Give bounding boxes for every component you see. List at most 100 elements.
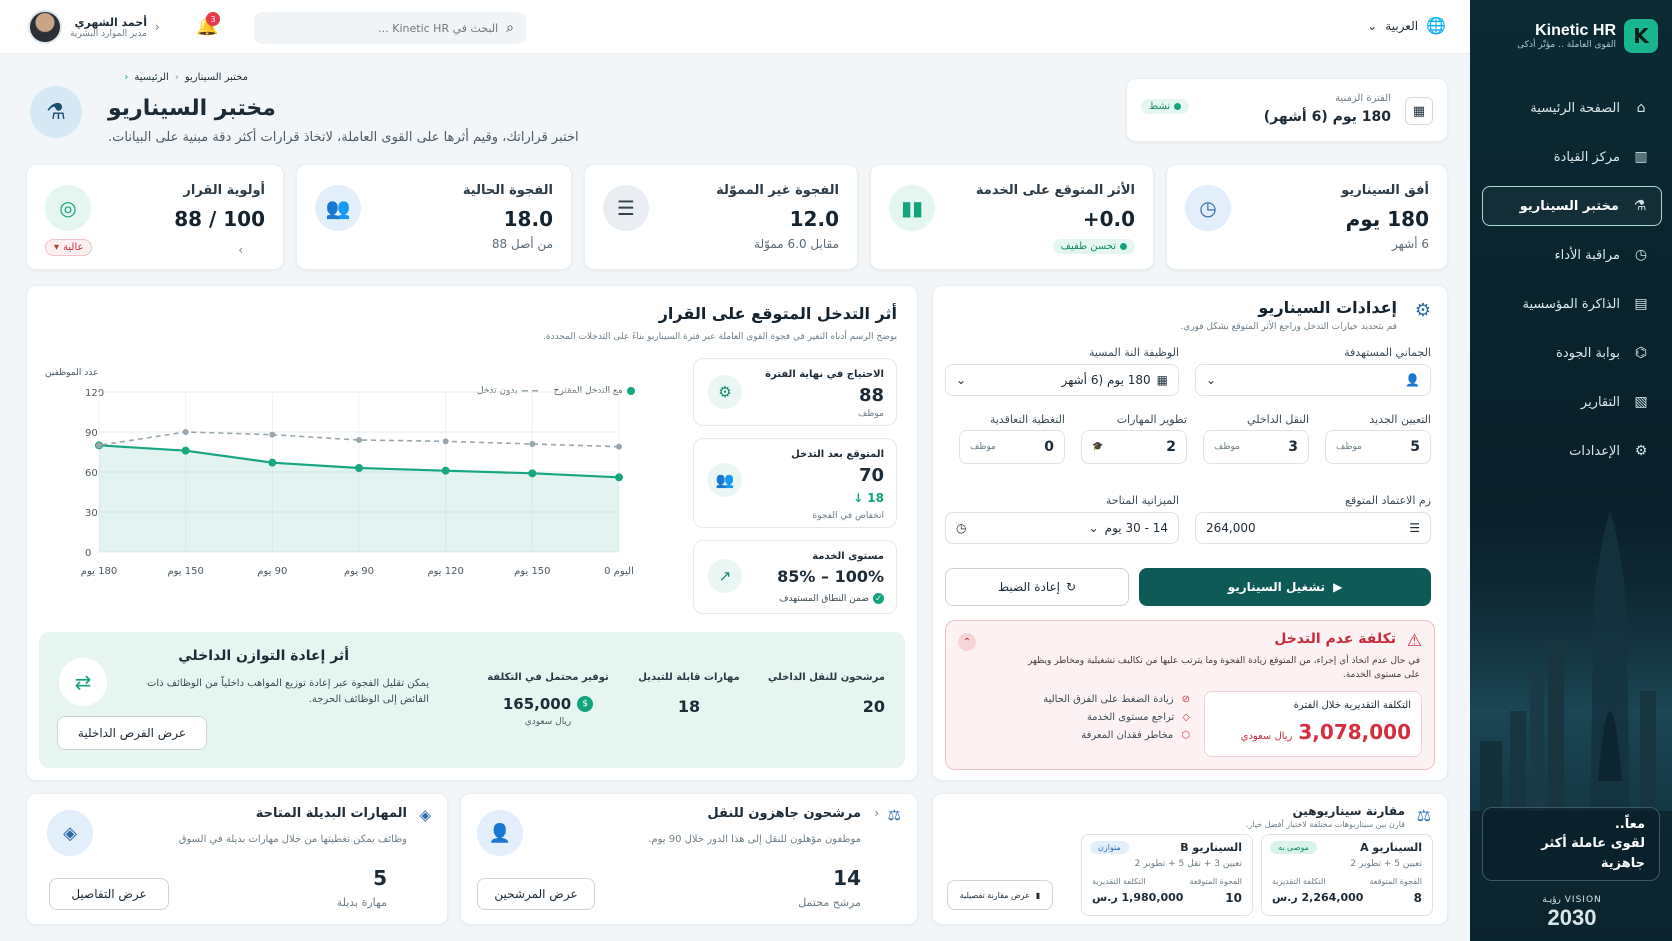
kpi-title: الأثر المتوقع على الخدمة (975, 183, 1135, 198)
flask-icon: ⚗ (1633, 198, 1647, 214)
scenario-a-card[interactable]: السيناريو A موصى به تعيين 5 + تطوير 2 ال… (1261, 834, 1433, 916)
risk-item: ⬡ مخاطر فقدان المعرفة (958, 731, 1190, 741)
bars-icon: ▥ (1634, 149, 1648, 165)
sidebar-item-label: مراقبة الأداء (1554, 247, 1620, 263)
sidebar-item-command[interactable]: ▥ مركز القيادة (1482, 137, 1662, 177)
sidebar-item-label: بوابة الجودة (1556, 345, 1620, 361)
stat-sub: انخفاض في الفجوة (812, 511, 885, 521)
sidebar-item-performance[interactable]: ◷ مراقبة الأداء (1482, 235, 1662, 275)
stat-label: الاحتياج في نهاية الفترة (765, 369, 884, 380)
run-label: تشغيل السيناريو (1227, 580, 1326, 594)
search-input[interactable] (266, 21, 499, 35)
globe-icon: 🌐 (1426, 16, 1446, 35)
metric-label: مهارات قابلة للتبديل (638, 672, 740, 683)
x-tick-label: 90 يوم (257, 566, 287, 577)
chart-legend: مع التدخل المقترح بدون تدخل (477, 386, 635, 396)
status-dot (1120, 243, 1127, 250)
compare-desc: قارن بين سيناريوهات مختلفة لاختيار أفضل … (1245, 820, 1405, 829)
detailed-compare-button[interactable]: ▮ عرض مقارنة تفصيلية (947, 880, 1053, 910)
gap-value: 10 (1225, 891, 1242, 905)
sidebar-item-quality[interactable]: ⌬ بوابة الجودة (1482, 333, 1662, 373)
risk-label: زيادة الضغط على الفرق الحالية (1043, 694, 1174, 705)
clock-icon: ◷ (956, 521, 967, 535)
scenario-b-card[interactable]: السيناريو B متوازن تعيين 3 + نقل 5 + تطو… (1081, 834, 1253, 916)
chevron-right-icon[interactable]: › (238, 243, 243, 257)
stat-delta: 18 ↓ (853, 491, 884, 505)
lever-unit: موظف (1214, 442, 1240, 452)
search-icon: ⌕ (506, 20, 514, 36)
report-icon: ▧ (1634, 394, 1648, 410)
priority-badge: عالية ▾ (45, 239, 93, 256)
users-icon: 👥 (315, 185, 361, 231)
estimate-value-row: 3,078,000 ريال سعودي (1241, 720, 1411, 744)
settings-title: إعدادات السيناريو (1258, 298, 1397, 317)
sidebar-item-scenario-lab[interactable]: ⚗ مختبر السيناريو (1482, 186, 1662, 226)
period-value: 180 يوم (6 أشهر) (1263, 109, 1391, 125)
gap-label: الفجوة المتوقعة (1189, 877, 1242, 886)
point-with-intervention (528, 469, 537, 478)
trend-up-icon: ↗ (708, 559, 742, 593)
point-with-intervention (268, 458, 277, 467)
cap-icon: ⌬ (1634, 345, 1648, 361)
sidebar-item-settings[interactable]: ⚙ الإعدادات (1482, 431, 1662, 471)
sidebar-item-label: التقارير (1580, 394, 1620, 410)
estimate-currency: ريال سعودي (1240, 731, 1293, 742)
reset-button[interactable]: ↻ إعادة الضبط (945, 568, 1129, 606)
contract-stepper[interactable]: 0 موظف (959, 430, 1065, 464)
skills-value: 5 (373, 866, 387, 890)
metric-label: توفير محتمل في التكلفة (487, 672, 609, 683)
stat-label: المتوقع بعد التدخل (791, 449, 884, 460)
sidebar-item-memory[interactable]: ▤ الذاكرة المؤسسية (1482, 284, 1662, 324)
sidebar-item-home[interactable]: ⌂ الصفحة الرئيسية (1482, 88, 1662, 128)
risk-item: ◇ تراجع مستوى الخدمة (958, 713, 1190, 723)
chevron-right-icon: › (154, 20, 160, 34)
upskill-stepper[interactable]: 2 🎓 (1081, 430, 1187, 464)
target-select[interactable]: 👤 ⌄ (1195, 364, 1431, 396)
language-switcher[interactable]: 🌐 العربية ⌄ (1367, 16, 1446, 35)
kpi-decision-priority: أولوية القرار 88 / 100 › عالية ▾ ◎ (26, 164, 284, 270)
stat-label: مستوى الخدمة (812, 551, 884, 562)
point-no-intervention (529, 441, 536, 447)
arrow-down-icon: ↓ (853, 491, 864, 505)
kpi-horizon: أفق السيناريو 180 يوم 6 أشهر ◷ (1166, 164, 1448, 270)
compare-title: مقارنة سيناريوهين (1292, 804, 1406, 818)
brand[interactable]: K Kinetic HR القوى العاملة .. مؤتّر أذكى (1484, 14, 1658, 58)
view-candidates-button[interactable]: عرض المرشحين (477, 878, 595, 910)
view-internal-opportunities-button[interactable]: عرض الفرص الداخلية (57, 716, 207, 750)
lever-label-hire: التعيين الجديد (1369, 413, 1431, 426)
candidates-title: مرشحون جاهزون للنقل (707, 806, 861, 821)
check-icon: ✓ (873, 593, 884, 604)
topbar: 🌐 العربية ⌄ ⌕ 🔔 3 أحمد الشهري مدير الموا… (0, 0, 1470, 54)
notifications-button[interactable]: 🔔 3 (196, 12, 220, 37)
kpi-value: 12.0 (789, 207, 839, 231)
users-icon: 👥 (708, 463, 742, 497)
sidebar-item-label: الإعدادات (1569, 443, 1620, 459)
role-label: الوظيفة النة المسية (1088, 346, 1179, 359)
impact-title: أثر التدخل المتوقع على القرار (658, 304, 897, 323)
database-icon: ☰ (603, 185, 649, 231)
legend-with-intervention: مع التدخل المقترح (554, 386, 635, 396)
view-details-button[interactable]: عرض التفاصيل (49, 878, 169, 910)
budget-select[interactable]: 14 - 30 يوم ⌄ ◷ (945, 512, 1179, 544)
gear-icon: ⚙ (1634, 443, 1648, 459)
breadcrumb: مختبر السيناريو ‹ الرئيسية ‹ (108, 72, 248, 83)
transfer-stepper[interactable]: 3 موظف (1203, 430, 1309, 464)
breadcrumb-home[interactable]: الرئيسية (134, 72, 169, 83)
collapse-icon[interactable]: ⌃ (958, 633, 976, 651)
point-no-intervention (356, 437, 362, 443)
user-menu[interactable]: أحمد الشهري مدير الموارد البشرية › (28, 10, 160, 44)
delta-value: 18 (867, 491, 884, 505)
search-box[interactable]: ⌕ (254, 12, 526, 44)
chevron-down-icon: ⌄ (1088, 521, 1099, 535)
hire-stepper[interactable]: 5 موظف (1325, 430, 1431, 464)
stat-sub: موظف (858, 409, 884, 419)
button-label: عرض التفاصيل (71, 887, 147, 901)
approval-field[interactable]: ☰ 264,000 (1195, 512, 1431, 544)
risk-item: ⊘ زيادة الضغط على الفرق الحالية (958, 695, 1190, 705)
role-select[interactable]: ▦ 180 يوم (6 أشهر ⌄ (945, 364, 1179, 396)
target-label: الجماني المستهدفة (1344, 346, 1431, 359)
alternative-skills-card: ◈ المهارات البديلة المتاحة وظائف يمكن تغ… (26, 793, 448, 925)
sidebar-item-label: مختبر السيناريو (1519, 198, 1619, 214)
run-scenario-button[interactable]: ▶ تشغيل السيناريو (1139, 568, 1431, 606)
sidebar-item-reports[interactable]: ▧ التقارير (1482, 382, 1662, 422)
